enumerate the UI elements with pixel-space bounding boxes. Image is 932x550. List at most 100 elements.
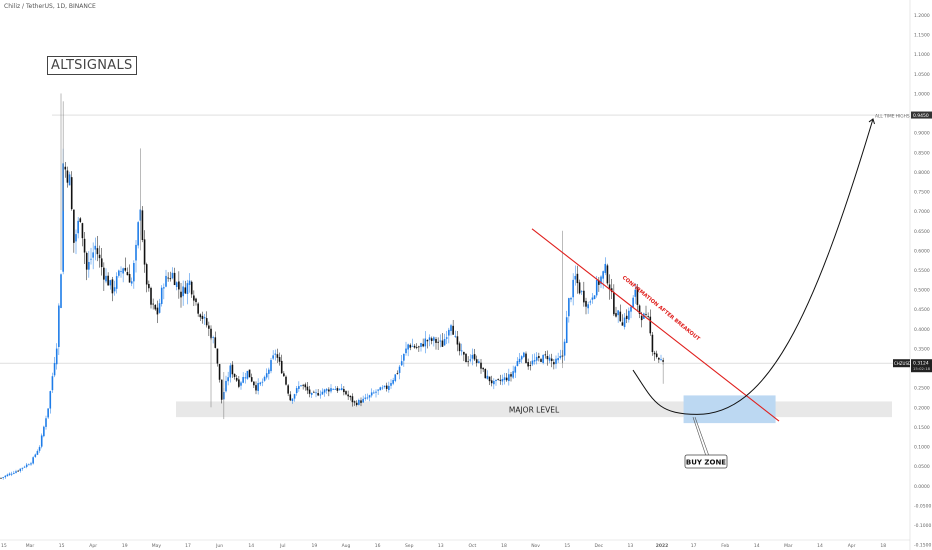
candle	[115, 272, 118, 294]
candle	[358, 398, 360, 406]
candle	[257, 378, 259, 395]
candle-body	[572, 279, 574, 298]
candle-body	[141, 210, 144, 241]
candle-body	[152, 303, 154, 305]
candle	[572, 273, 574, 306]
candle	[628, 307, 630, 323]
candle	[550, 353, 553, 368]
zones-layer	[176, 395, 892, 424]
candle	[126, 267, 129, 276]
candle-body	[113, 287, 116, 292]
candle-body	[133, 263, 135, 282]
candle	[345, 390, 347, 396]
candle	[40, 433, 43, 449]
candle-body	[193, 295, 195, 301]
candle-body	[325, 389, 328, 391]
ath-price-tag	[911, 111, 932, 119]
candle	[73, 209, 75, 253]
candle-body	[546, 356, 549, 360]
candle-body	[358, 399, 360, 405]
candle	[261, 378, 264, 387]
candle-body	[353, 401, 356, 403]
candle	[465, 353, 467, 363]
candle-body	[304, 384, 307, 388]
candle	[265, 368, 268, 380]
candle-body	[478, 361, 480, 363]
candle-body	[580, 291, 583, 293]
candle-body	[375, 391, 377, 393]
candle	[173, 267, 176, 286]
candle	[113, 280, 116, 296]
candle	[109, 279, 112, 290]
candle-body	[443, 339, 446, 346]
candle	[655, 350, 658, 359]
candle-body	[64, 166, 67, 170]
candle-body	[169, 278, 172, 280]
candle-body	[381, 387, 384, 389]
x-tick-label: 15	[59, 543, 65, 549]
candle	[137, 220, 139, 249]
candle	[645, 305, 647, 318]
candle	[368, 394, 371, 402]
candle-body	[621, 322, 624, 326]
candle-body	[385, 385, 388, 389]
candle-body	[195, 298, 197, 303]
candle-body	[287, 385, 289, 394]
x-tick-label: Dec	[594, 543, 603, 549]
candle	[227, 371, 229, 386]
candle	[647, 312, 649, 320]
candle-body	[40, 435, 43, 447]
candle-body	[51, 376, 54, 391]
candle	[518, 352, 521, 365]
candle	[64, 161, 67, 178]
trendline-label: CONFIRMATION AFTER BREAKOUT	[621, 275, 701, 343]
candle-body	[201, 315, 204, 319]
candle	[503, 372, 506, 385]
candle-body	[610, 288, 613, 292]
candle	[598, 277, 600, 292]
candle	[497, 378, 499, 381]
candle-body	[615, 313, 617, 317]
ath-price-value: 0.9450	[913, 113, 929, 119]
candle	[291, 398, 294, 404]
candle-body	[394, 374, 397, 381]
candle-body	[323, 389, 326, 393]
candle-body	[647, 316, 649, 317]
candle-body	[143, 239, 146, 265]
candle-body	[338, 389, 341, 390]
candle	[304, 382, 307, 391]
candle	[165, 269, 167, 288]
symbol-tag	[893, 359, 910, 368]
candle	[85, 251, 88, 281]
candle	[334, 385, 337, 390]
candle-body	[180, 291, 182, 298]
candle	[323, 388, 326, 397]
candle	[175, 281, 178, 291]
candle-body	[458, 343, 461, 352]
candle	[580, 290, 583, 295]
candle	[321, 388, 324, 395]
candle-body	[450, 325, 452, 331]
candle-body	[6, 474, 9, 477]
candle	[90, 247, 92, 265]
candle-body	[280, 360, 283, 374]
candle	[430, 336, 433, 345]
candle	[75, 229, 77, 255]
candle	[135, 240, 137, 273]
candle	[495, 379, 497, 386]
candle	[480, 358, 482, 374]
candle-body	[88, 261, 90, 270]
candle	[94, 237, 97, 261]
candle	[343, 386, 345, 396]
candle-body	[118, 270, 120, 276]
candle-body	[373, 392, 375, 394]
candle-body	[2, 477, 4, 478]
candle	[310, 392, 313, 398]
candle	[531, 354, 534, 367]
candle	[484, 368, 487, 379]
candle-body	[163, 287, 165, 289]
candle-body	[178, 281, 180, 290]
candle-body	[182, 286, 184, 297]
candle	[253, 381, 255, 389]
candle-body	[321, 391, 324, 395]
